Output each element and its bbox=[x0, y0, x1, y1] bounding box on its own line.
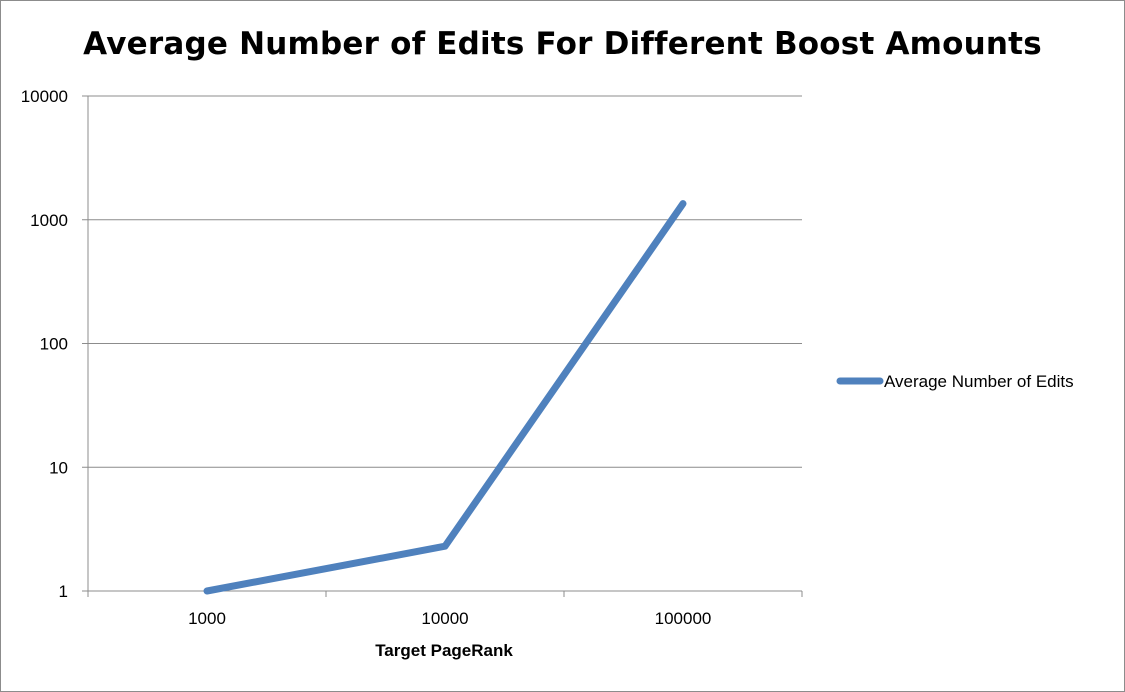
y-tick-label: 100 bbox=[40, 335, 68, 354]
series-line bbox=[203, 200, 687, 595]
y-tick-label: 10000 bbox=[21, 87, 68, 106]
x-tick-label: 10000 bbox=[421, 609, 468, 628]
legend-label: Average Number of Edits bbox=[884, 372, 1074, 391]
x-tick-label: 1000 bbox=[188, 609, 226, 628]
x-tick-label: 100000 bbox=[655, 609, 712, 628]
y-tick-label: 10 bbox=[49, 458, 68, 477]
x-axis-title: Target PageRank bbox=[375, 641, 513, 660]
y-tick-label: 1 bbox=[59, 582, 68, 601]
chart-title: Average Number of Edits For Different Bo… bbox=[83, 26, 1042, 62]
y-tick-label: 1000 bbox=[30, 211, 68, 230]
